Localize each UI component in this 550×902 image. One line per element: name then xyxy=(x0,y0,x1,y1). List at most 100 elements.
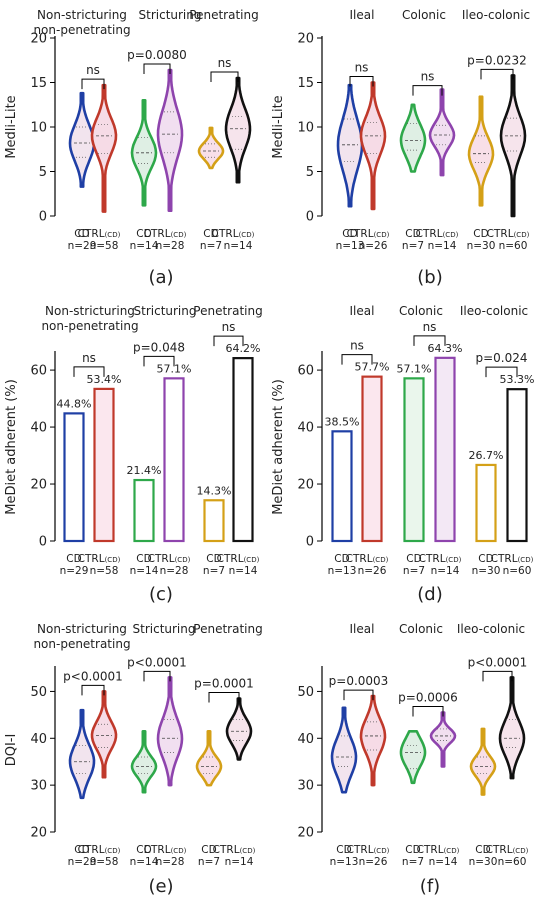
y-axis-label: Medli-Lite xyxy=(4,95,19,158)
significance-label: ns xyxy=(355,61,369,75)
sample-size-label: n=7 xyxy=(403,565,425,577)
bar-value-label: 14.3% xyxy=(197,484,232,497)
sample-size-label: n=13 xyxy=(328,565,357,577)
significance-label: ns xyxy=(218,56,232,70)
violin xyxy=(428,88,456,177)
category-label-subscript: (CD) xyxy=(240,847,256,855)
group-title: Ileal xyxy=(350,304,375,318)
y-tick-label: 15 xyxy=(30,76,47,91)
significance-bracket xyxy=(485,366,518,378)
significance-bracket xyxy=(482,670,513,682)
sample-size-label: n=7 xyxy=(198,856,220,868)
y-tick-label: 60 xyxy=(30,364,47,379)
significance-label: ns xyxy=(423,320,437,334)
category-label: CD xyxy=(203,228,218,240)
y-tick-label: 0 xyxy=(39,535,47,550)
bar-value-label: 21.4% xyxy=(127,464,162,477)
sample-size-label: n=13 xyxy=(336,240,365,252)
category-label-subscript: (CD) xyxy=(105,231,121,239)
bar-value-label: 64.2% xyxy=(226,342,261,355)
category-label-subscript: (CD) xyxy=(171,847,187,855)
bar xyxy=(232,357,254,543)
y-tick-label: 30 xyxy=(297,779,314,794)
category-label: CD xyxy=(74,228,89,240)
significance-bracket xyxy=(210,71,239,83)
category-label: CD xyxy=(405,228,420,240)
significance-bracket xyxy=(413,335,446,346)
y-axis-label: MeDiet adherent (%) xyxy=(271,379,286,515)
bar xyxy=(93,387,115,543)
category-label: CD xyxy=(136,844,151,856)
sample-size-label: n=58 xyxy=(90,240,119,252)
significance-bracket xyxy=(412,85,443,96)
y-tick-label: 15 xyxy=(297,76,314,91)
sample-size-label: n=14 xyxy=(431,565,460,577)
significance-label: p<0.0001 xyxy=(63,669,123,683)
category-label-subscript: (CD) xyxy=(518,556,534,564)
group-title: Stricturing xyxy=(133,622,196,636)
category-label: CTRL(CD) xyxy=(217,553,260,565)
category-label: CTRL(CD) xyxy=(486,844,529,856)
panel-letter: (d) xyxy=(417,584,442,605)
category-label: CD xyxy=(406,553,421,565)
group-title: Non-stricturing xyxy=(45,304,135,318)
category-label: CD xyxy=(405,844,420,856)
sample-size-label: n=14 xyxy=(224,240,253,252)
group-title: non-penetrating xyxy=(33,637,130,651)
panel-letter: (c) xyxy=(149,584,173,605)
sample-size-label: n=30 xyxy=(469,856,498,868)
category-label: CTRL(CD) xyxy=(78,553,121,565)
violin xyxy=(399,103,427,173)
bar-value-label: 57.1% xyxy=(397,362,432,375)
category-label: CD xyxy=(206,553,221,565)
violin xyxy=(225,697,253,761)
significance-bracket xyxy=(343,689,374,701)
category-label-subscript: (CD) xyxy=(175,556,191,564)
significance-bracket xyxy=(349,76,374,87)
y-tick-label: 40 xyxy=(30,421,47,436)
sample-size-label: n=14 xyxy=(130,240,159,252)
sample-size-label: n=60 xyxy=(503,565,532,577)
category-label: CTRL(CD) xyxy=(78,844,121,856)
significance-bracket xyxy=(81,684,105,696)
panel-b: 0 5 10 15 20 Medli-Lite Ileal Colonic Ileo-colon… xyxy=(271,8,530,288)
group-title: Stricturing xyxy=(134,304,197,318)
bar-value-label: 57.7% xyxy=(355,361,390,374)
violin xyxy=(469,727,497,796)
category-label-subscript: (CD) xyxy=(446,556,462,564)
category-label: CD xyxy=(136,228,151,240)
category-label: CTRL(CD) xyxy=(144,228,187,240)
sample-size-label: n=60 xyxy=(498,856,527,868)
category-label-subscript: (CD) xyxy=(105,556,121,564)
category-label-subscript: (CD) xyxy=(374,231,390,239)
significance-label: ns xyxy=(86,63,100,77)
significance-label: ns xyxy=(222,320,236,334)
bar-value-label: 53.3% xyxy=(500,373,535,386)
significance-label: ns xyxy=(421,70,435,84)
category-label: CTRL(CD) xyxy=(78,228,121,240)
group-title: Ileal xyxy=(350,622,375,636)
significance-bracket xyxy=(143,670,171,682)
bar-value-label: 44.8% xyxy=(57,397,92,410)
group-title: Non-stricturing xyxy=(37,622,127,636)
y-tick-label: 5 xyxy=(306,165,314,180)
violin xyxy=(359,694,387,787)
violin xyxy=(90,690,118,779)
y-tick-label: 20 xyxy=(30,478,47,493)
significance-label: ns xyxy=(82,351,96,365)
violin xyxy=(224,76,252,184)
category-label: CTRL(CD) xyxy=(212,228,255,240)
category-label: CD xyxy=(66,553,81,565)
violin xyxy=(429,711,457,768)
group-title: Colonic xyxy=(402,8,446,22)
sample-size-label: n=28 xyxy=(160,565,189,577)
sample-size-label: n=58 xyxy=(90,856,119,868)
sample-size-label: n=26 xyxy=(359,240,388,252)
violin xyxy=(130,729,158,794)
violin xyxy=(467,95,495,207)
group-title: non-penetrating xyxy=(33,23,130,37)
group-title: Ileo-colonic xyxy=(457,622,525,636)
group-title: Ileo-colonic xyxy=(462,8,530,22)
significance-label: p=0.0003 xyxy=(329,674,389,688)
